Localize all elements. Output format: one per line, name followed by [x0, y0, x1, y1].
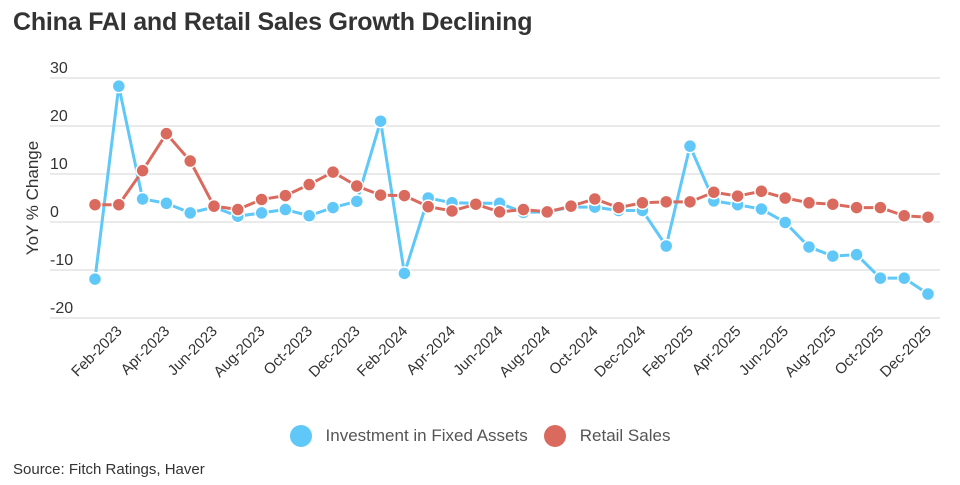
- fai-data-point[interactable]: [754, 201, 769, 217]
- fai-legend-marker-icon: [289, 425, 312, 447]
- retail-data-point[interactable]: [706, 184, 722, 200]
- retail-data-point[interactable]: [182, 153, 198, 169]
- fai-data-point[interactable]: [278, 202, 293, 217]
- x-tick-label: Aug-2025: [782, 323, 840, 381]
- retail-data-point[interactable]: [278, 188, 293, 203]
- legend-item-fai[interactable]: Investment in Fixed Assets: [289, 425, 528, 447]
- fai-data-point[interactable]: [373, 113, 388, 129]
- retail-data-point[interactable]: [397, 188, 412, 203]
- retail-data-point[interactable]: [658, 194, 674, 210]
- retail-data-point[interactable]: [849, 200, 864, 215]
- fai-data-point[interactable]: [849, 247, 864, 262]
- x-tick-label: Apr-2023: [118, 323, 174, 379]
- fai-data-point[interactable]: [777, 215, 793, 230]
- retail-data-point[interactable]: [873, 200, 888, 215]
- x-tick-label: Apr-2024: [403, 323, 459, 379]
- x-tick-label: Feb-2024: [354, 323, 411, 380]
- retail-data-point[interactable]: [301, 177, 317, 192]
- source-note: Source: Fitch Ratings, Haver: [13, 461, 205, 478]
- x-tick-label: Dec-2023: [306, 323, 364, 381]
- fai-data-point[interactable]: [801, 239, 817, 255]
- x-tick-label: Feb-2023: [68, 323, 125, 380]
- retail-data-point[interactable]: [539, 204, 555, 220]
- fai-data-point[interactable]: [920, 286, 936, 302]
- fai-data-point[interactable]: [301, 208, 317, 224]
- fai-data-point[interactable]: [349, 194, 365, 209]
- y-axis-ticks: 30 20 10 0 -10 -20: [50, 60, 73, 317]
- retail-data-point[interactable]: [682, 194, 698, 210]
- retail-data-point[interactable]: [587, 191, 603, 207]
- y-tick-label: -20: [50, 300, 73, 317]
- fai-data-point[interactable]: [873, 270, 888, 286]
- retail-data-point[interactable]: [825, 196, 841, 212]
- retail-data-point[interactable]: [420, 199, 436, 214]
- y-tick-label: 10: [50, 156, 68, 173]
- series-fai: [87, 78, 936, 302]
- legend-label-retail: Retail Sales: [579, 426, 671, 445]
- retail-data-point[interactable]: [730, 188, 745, 204]
- fai-data-point[interactable]: [825, 248, 841, 264]
- fai-data-point[interactable]: [254, 205, 269, 221]
- retail-data-point[interactable]: [801, 195, 817, 211]
- retail-data-point[interactable]: [254, 192, 269, 207]
- legend-label-fai: Investment in Fixed Assets: [325, 426, 528, 445]
- retail-data-point[interactable]: [349, 178, 365, 194]
- retail-data-point[interactable]: [444, 203, 460, 219]
- x-tick-label: Aug-2023: [210, 323, 268, 381]
- fai-data-point[interactable]: [159, 196, 174, 211]
- retail-data-point[interactable]: [563, 198, 579, 214]
- retail-data-point[interactable]: [516, 202, 531, 217]
- retail-data-point[interactable]: [230, 202, 246, 217]
- retail-data-point[interactable]: [206, 198, 222, 214]
- retail-data-point[interactable]: [325, 164, 341, 180]
- x-tick-label: Dec-2025: [877, 323, 935, 381]
- retail-data-point[interactable]: [611, 200, 626, 215]
- fai-data-point[interactable]: [135, 191, 150, 207]
- fai-data-point[interactable]: [111, 78, 127, 94]
- x-tick-label: Dec-2024: [591, 323, 649, 381]
- y-tick-label: 0: [50, 204, 59, 221]
- retail-data-point[interactable]: [896, 208, 912, 224]
- fai-data-point[interactable]: [87, 271, 103, 287]
- chart-title: China FAI and Retail Sales Growth Declin…: [13, 8, 533, 36]
- retail-data-point[interactable]: [492, 204, 507, 220]
- retail-data-point[interactable]: [111, 197, 127, 212]
- retail-data-point[interactable]: [777, 190, 793, 206]
- fai-data-point[interactable]: [182, 205, 198, 221]
- y-tick-label: -10: [50, 252, 73, 269]
- fai-data-point[interactable]: [397, 266, 412, 281]
- legend-item-retail[interactable]: Retail Sales: [543, 425, 671, 447]
- x-tick-label: Feb-2025: [639, 323, 696, 380]
- retail-data-point[interactable]: [635, 195, 650, 211]
- y-tick-label: 30: [50, 60, 68, 77]
- fai-data-point[interactable]: [682, 138, 698, 154]
- x-tick-label: Aug-2024: [496, 323, 554, 381]
- legend: Investment in Fixed Assets Retail Sales: [0, 425, 960, 447]
- retail-legend-marker-icon: [543, 425, 566, 447]
- retail-data-point[interactable]: [135, 163, 150, 178]
- x-axis-ticks: Feb-2023Apr-2023Jun-2023Aug-2023Oct-2023…: [68, 323, 935, 381]
- retail-data-point[interactable]: [373, 187, 388, 203]
- retail-data-point[interactable]: [754, 184, 769, 199]
- y-tick-label: 20: [50, 108, 68, 125]
- retail-data-point[interactable]: [87, 197, 103, 212]
- retail-data-point[interactable]: [468, 196, 484, 212]
- retail-data-point[interactable]: [920, 209, 936, 225]
- fai-data-point[interactable]: [896, 270, 912, 286]
- series-retail: [87, 126, 936, 225]
- x-tick-label: Apr-2025: [689, 323, 745, 379]
- fai-data-point[interactable]: [658, 238, 674, 254]
- fai-data-point[interactable]: [325, 200, 341, 215]
- retail-data-point[interactable]: [159, 126, 174, 141]
- y-axis-title: YoY % Change: [23, 141, 42, 255]
- fai-line: [93, 84, 929, 296]
- series: [87, 78, 936, 302]
